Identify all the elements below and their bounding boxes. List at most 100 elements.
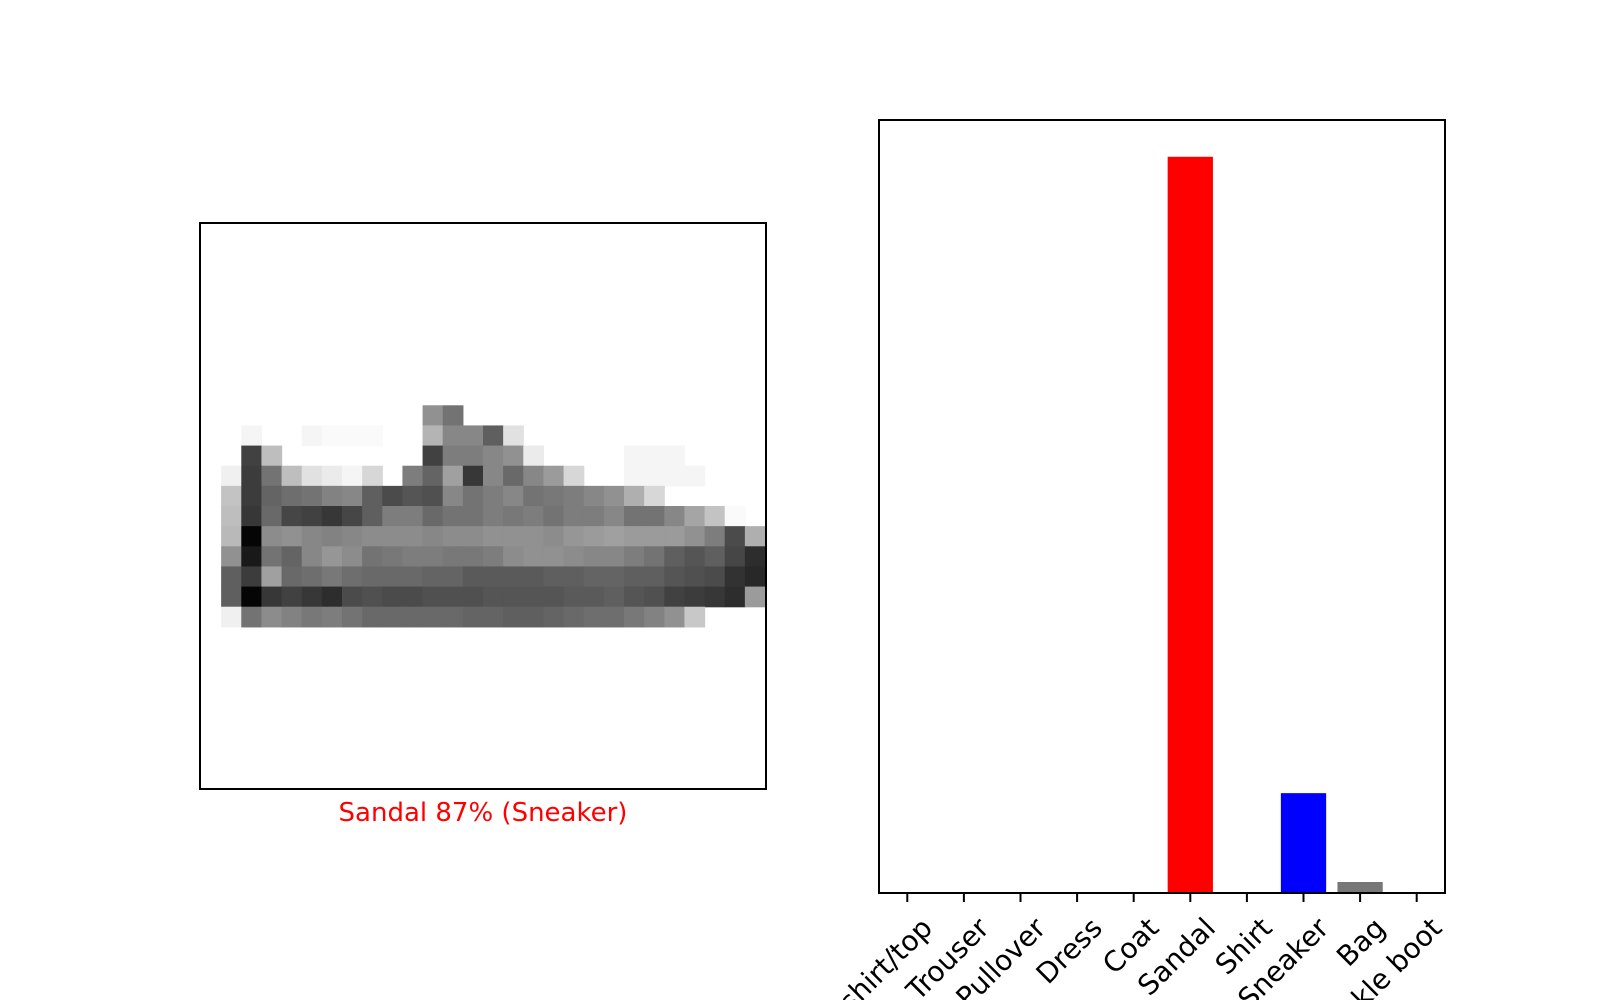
- image-pixel: [583, 586, 605, 608]
- image-pixel: [563, 586, 585, 608]
- image-pixel: [301, 506, 323, 527]
- image-pixel: [402, 526, 424, 547]
- image-pixel: [523, 606, 545, 628]
- bar-chart-panel: T-shirt/topTrouserPulloverDressCoatSanda…: [814, 119, 1448, 1000]
- image-pixel: [483, 586, 504, 608]
- image-pixel: [422, 506, 444, 527]
- image-pixel: [503, 506, 524, 527]
- image-pixel: [563, 566, 585, 588]
- image-pixel: [462, 485, 484, 507]
- image-pixel: [221, 606, 242, 628]
- image-pixel: [704, 546, 726, 568]
- image-pixel: [342, 586, 363, 608]
- image-pixel: [684, 526, 706, 547]
- image-pixel: [503, 485, 524, 507]
- image-pixel: [583, 485, 605, 507]
- image-pixel: [422, 526, 444, 547]
- image-pixel: [442, 425, 464, 447]
- image-pixel: [483, 506, 504, 527]
- image-pixel: [603, 485, 625, 507]
- image-pixel: [664, 546, 686, 568]
- image-pixel: [523, 465, 545, 487]
- image-pixel: [221, 546, 242, 568]
- image-pixel: [402, 606, 424, 628]
- image-pixel: [422, 465, 444, 487]
- image-pixel: [261, 465, 283, 487]
- image-frame: [199, 222, 767, 790]
- image-pixel: [624, 506, 645, 527]
- image-pixel: [462, 425, 484, 447]
- image-pixel: [624, 465, 645, 487]
- image-pixel: [744, 546, 766, 568]
- image-pixel: [442, 526, 464, 547]
- image-pixel: [342, 425, 363, 447]
- image-pixel: [362, 566, 383, 588]
- image-pixel: [221, 506, 242, 527]
- image-pixel: [321, 506, 343, 527]
- image-pixel: [684, 546, 706, 568]
- image-pixel: [724, 546, 746, 568]
- image-pixel: [382, 606, 404, 628]
- image-pixel: [241, 485, 263, 507]
- image-pixel: [483, 485, 504, 507]
- image-pixel: [543, 546, 565, 568]
- image-pixel: [442, 546, 464, 568]
- image-pixel: [664, 526, 686, 547]
- image-pixel: [422, 425, 444, 447]
- image-pixel: [704, 566, 726, 588]
- image-pixel: [543, 586, 565, 608]
- image-pixel: [362, 586, 383, 608]
- image-pixel: [583, 566, 605, 588]
- image-pixel: [483, 465, 504, 487]
- image-pixel: [624, 445, 645, 467]
- image-pixel: [543, 566, 565, 588]
- image-pixel: [321, 586, 343, 608]
- image-pixel: [664, 445, 686, 467]
- image-pixel: [342, 465, 363, 487]
- image-pixel: [684, 465, 706, 487]
- image-pixel: [382, 485, 404, 507]
- x-tick-labels: T-shirt/topTrouserPulloverDressCoatSanda…: [814, 911, 1448, 1000]
- image-pixel: [281, 566, 303, 588]
- image-pixel: [442, 445, 464, 467]
- image-pixel: [342, 506, 363, 527]
- image-pixel: [422, 405, 444, 427]
- image-pixel: [402, 485, 424, 507]
- image-pixel: [483, 445, 504, 467]
- image-pixel: [483, 526, 504, 547]
- image-pixel: [221, 465, 242, 487]
- image-pixel: [281, 465, 303, 487]
- image-pixel: [422, 586, 444, 608]
- image-pixel: [704, 526, 726, 547]
- image-pixel: [624, 526, 645, 547]
- image-pixel: [261, 606, 283, 628]
- image-pixel: [281, 606, 303, 628]
- image-pixel: [462, 606, 484, 628]
- image-pixel: [543, 465, 565, 487]
- image-pixel: [241, 586, 263, 608]
- image-pixel: [241, 445, 263, 467]
- image-pixel: [664, 465, 686, 487]
- image-pixel: [523, 526, 545, 547]
- image-pixel: [342, 606, 363, 628]
- image-pixel: [321, 566, 343, 588]
- image-pixel: [362, 425, 383, 447]
- image-pixel: [644, 445, 665, 467]
- image-pixel: [644, 546, 665, 568]
- image-pixel: [543, 606, 565, 628]
- image-pixel: [382, 506, 404, 527]
- image-pixel: [583, 526, 605, 547]
- image-pixel: [321, 425, 343, 447]
- image-pixel: [704, 586, 726, 608]
- image-pixel: [724, 566, 746, 588]
- image-pixel: [362, 465, 383, 487]
- image-pixel: [261, 485, 283, 507]
- image-pixel: [321, 546, 343, 568]
- image-pixel: [523, 586, 545, 608]
- image-pixel: [583, 546, 605, 568]
- image-pixel: [664, 566, 686, 588]
- image-pixel: [261, 546, 283, 568]
- image-pixel: [503, 586, 524, 608]
- image-pixel: [523, 566, 545, 588]
